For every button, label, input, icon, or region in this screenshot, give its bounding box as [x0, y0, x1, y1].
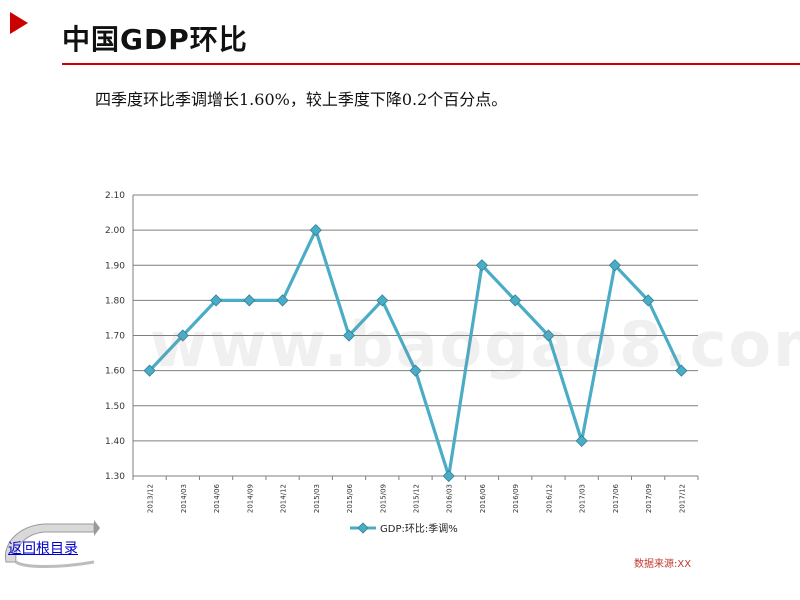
data-point — [409, 364, 422, 377]
summary-text: 四季度环比季调增长1.60%，较上季度下降0.2个百分点。 — [95, 90, 508, 109]
data-point — [309, 224, 322, 237]
data-source-note: 数据来源:XX — [634, 559, 692, 570]
x-tick-label: 2014/03 — [180, 484, 188, 513]
x-tick-label: 2015/06 — [346, 483, 354, 513]
data-point — [475, 259, 489, 272]
data-point — [542, 329, 555, 342]
data-point — [210, 294, 223, 307]
y-tick-label: 1.30 — [105, 472, 125, 482]
page-title: 中国GDP环比 — [62, 23, 248, 56]
y-tick-label: 1.70 — [105, 332, 125, 342]
y-tick-label: 1.40 — [105, 437, 125, 447]
data-point — [342, 329, 356, 342]
x-tick-label: 2014/06 — [213, 483, 221, 513]
return-arrow-icon — [4, 520, 100, 568]
legend-label: GDP:环比:季调% — [380, 523, 458, 535]
series-line — [148, 228, 683, 478]
x-tick-label: 2017/12 — [678, 484, 686, 513]
x-tick-label: 2013/12 — [147, 484, 155, 513]
y-tick-label: 1.60 — [105, 367, 125, 377]
x-tick-label: 2015/03 — [313, 484, 321, 513]
data-point — [575, 434, 588, 447]
y-tick-label: 2.00 — [105, 226, 125, 236]
x-tick-label: 2017/06 — [612, 483, 620, 513]
x-tick-label: 2016/09 — [512, 484, 520, 513]
x-tick-label: 2017/03 — [579, 484, 587, 513]
y-tick-label: 2.10 — [105, 191, 125, 201]
x-tick-label: 2015/09 — [379, 484, 387, 513]
x-tick-label: 2016/06 — [479, 483, 487, 513]
data-point — [509, 294, 522, 307]
data-point — [442, 469, 455, 483]
data-point — [376, 294, 389, 307]
x-tick-label: 2014/12 — [280, 484, 288, 513]
red-triangle-icon — [10, 12, 28, 34]
back-to-root-button[interactable]: 返回根目录 — [0, 518, 100, 570]
data-point — [608, 259, 621, 272]
y-tick-label: 1.90 — [105, 261, 125, 271]
data-point — [243, 294, 256, 307]
data-point — [675, 364, 688, 377]
x-tick-label: 2016/03 — [446, 484, 454, 513]
data-point — [176, 329, 189, 342]
x-tick-label: 2016/12 — [545, 484, 553, 513]
legend-swatch-marker — [357, 522, 369, 534]
title-divider — [62, 63, 800, 65]
x-tick-label: 2017/09 — [645, 484, 653, 513]
data-point — [143, 364, 156, 377]
data-point — [276, 294, 289, 307]
x-tick-label: 2014/09 — [246, 484, 254, 513]
data-point — [642, 294, 655, 307]
y-tick-label: 1.50 — [105, 402, 125, 412]
y-tick-label: 1.80 — [105, 296, 125, 306]
back-to-root-label[interactable]: 返回根目录 — [8, 541, 78, 557]
x-tick-label: 2015/12 — [413, 484, 421, 513]
